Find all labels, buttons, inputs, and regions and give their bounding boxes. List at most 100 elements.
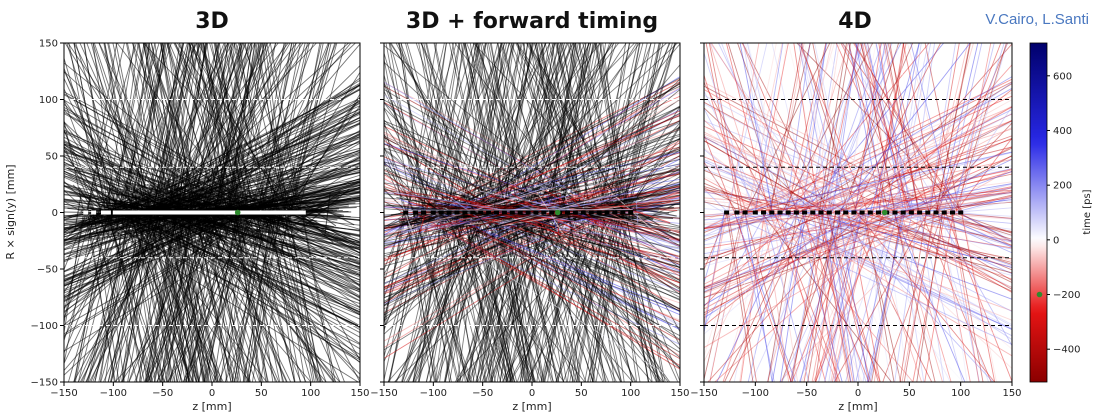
track-line <box>811 212 845 382</box>
track-line <box>384 161 433 213</box>
vertex-marker <box>282 210 288 215</box>
track-line <box>819 212 1012 268</box>
track-line <box>704 212 728 327</box>
vertices-layer <box>83 209 306 216</box>
track-line <box>704 125 899 213</box>
track-line <box>734 212 796 382</box>
track-line <box>934 212 1012 248</box>
vertex-marker <box>239 210 245 215</box>
track-line <box>406 212 680 244</box>
track-line <box>704 212 926 309</box>
track-line <box>704 212 951 290</box>
vertex-marker <box>835 210 840 215</box>
track-line <box>714 212 903 382</box>
track-line <box>799 43 839 213</box>
track-line <box>704 135 879 213</box>
track-line <box>441 212 680 313</box>
track-line <box>704 212 727 326</box>
track-line <box>113 171 360 213</box>
y-tick-label: −150 <box>31 378 58 389</box>
track-line <box>167 212 360 259</box>
track-line <box>935 43 1002 213</box>
track-line <box>746 43 788 213</box>
track-line <box>741 43 812 213</box>
track-line <box>384 160 489 213</box>
track-line <box>508 212 543 382</box>
track-line <box>952 43 995 213</box>
vertex-marker <box>580 210 586 215</box>
track-line <box>564 142 680 213</box>
track-line <box>255 212 360 270</box>
vertex-marker <box>734 210 740 215</box>
track-line <box>899 212 927 382</box>
track-line <box>793 43 833 213</box>
vertex-marker <box>264 210 270 215</box>
track-line <box>834 212 870 382</box>
track-line <box>64 67 120 213</box>
track-line <box>289 43 324 213</box>
vertex-marker <box>769 210 775 215</box>
track-line <box>602 43 627 213</box>
track-line <box>761 212 892 382</box>
track-line <box>854 43 954 213</box>
track-line <box>950 43 1005 213</box>
track-line <box>270 181 360 213</box>
track-line <box>461 212 505 382</box>
colorbar-label: time [ps] <box>1082 189 1093 234</box>
track-line <box>929 212 990 382</box>
track-line <box>64 166 243 213</box>
track-line <box>534 212 680 257</box>
track-line <box>586 212 631 382</box>
track-line <box>404 212 679 382</box>
track-line <box>269 43 302 213</box>
track-line <box>803 212 836 382</box>
track-line <box>739 212 765 382</box>
track-line <box>744 212 773 382</box>
track-line <box>834 212 994 382</box>
track-line <box>481 212 552 382</box>
track-line <box>710 43 821 213</box>
track-line <box>277 212 360 362</box>
track-line <box>92 159 360 213</box>
track-line <box>818 212 862 382</box>
track-line <box>814 212 881 382</box>
track-line <box>878 43 907 213</box>
track-line <box>550 172 680 213</box>
track-line <box>752 81 1012 213</box>
track-line <box>760 106 1012 213</box>
x-tick-label: 50 <box>903 388 916 399</box>
track-line <box>528 43 590 213</box>
x-tick-label: 0 <box>855 388 861 399</box>
track-line <box>822 212 852 382</box>
track-line <box>64 212 181 273</box>
track-line <box>384 212 419 243</box>
track-line <box>132 212 360 350</box>
track-line <box>195 212 360 270</box>
track-line <box>136 117 360 213</box>
vertex-marker <box>183 210 189 215</box>
track-line <box>168 111 360 213</box>
track-line <box>64 212 180 259</box>
track-line <box>704 212 877 316</box>
vertex-marker <box>156 210 162 215</box>
track-line <box>384 212 598 294</box>
track-line <box>287 212 322 382</box>
track-line <box>561 43 590 213</box>
track-line <box>585 212 622 382</box>
track-line <box>812 43 848 213</box>
track-line <box>384 212 602 305</box>
track-line <box>798 83 1012 213</box>
track-line <box>86 185 114 234</box>
track-line <box>466 166 680 213</box>
tracks-layer <box>704 43 1012 382</box>
track-line <box>708 43 743 213</box>
track-line <box>433 77 680 213</box>
track-line <box>860 43 896 213</box>
track-line <box>818 43 847 213</box>
x-tick-label: −150 <box>50 388 77 399</box>
track-line <box>530 212 664 382</box>
track-line <box>94 212 141 382</box>
track-line <box>64 212 189 242</box>
vertex-marker <box>565 210 570 215</box>
track-line <box>228 43 253 213</box>
